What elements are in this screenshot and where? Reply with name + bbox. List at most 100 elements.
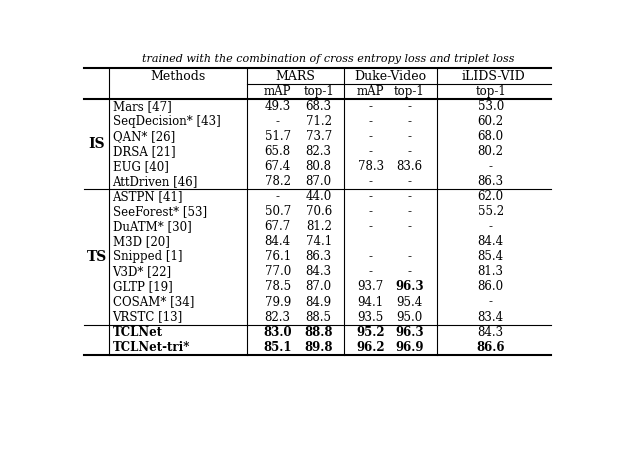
Text: 84.3: 84.3 xyxy=(306,265,332,279)
Text: 53.0: 53.0 xyxy=(477,100,504,114)
Text: 93.7: 93.7 xyxy=(358,280,384,293)
Text: -: - xyxy=(369,205,372,219)
Text: IS: IS xyxy=(89,137,106,151)
Text: V3D* [22]: V3D* [22] xyxy=(113,265,172,279)
Text: 50.7: 50.7 xyxy=(264,205,291,219)
Text: 68.3: 68.3 xyxy=(306,100,332,114)
Text: -: - xyxy=(369,175,372,188)
Text: -: - xyxy=(276,115,280,128)
Text: 96.3: 96.3 xyxy=(395,325,424,339)
Text: -: - xyxy=(369,145,372,158)
Text: AttDriven [46]: AttDriven [46] xyxy=(113,175,198,188)
Text: 86.0: 86.0 xyxy=(477,280,504,293)
Text: 95.0: 95.0 xyxy=(396,310,422,324)
Text: 89.8: 89.8 xyxy=(305,341,333,353)
Text: ASTPN [41]: ASTPN [41] xyxy=(113,191,183,203)
Text: -: - xyxy=(408,220,412,234)
Text: GLTP [19]: GLTP [19] xyxy=(113,280,172,293)
Text: 71.2: 71.2 xyxy=(306,115,332,128)
Text: trained with the combination of cross entropy loss and triplet loss: trained with the combination of cross en… xyxy=(141,54,515,64)
Text: -: - xyxy=(369,265,372,279)
Text: 74.1: 74.1 xyxy=(306,236,332,248)
Text: 87.0: 87.0 xyxy=(306,175,332,188)
Text: 65.8: 65.8 xyxy=(264,145,291,158)
Text: 79.9: 79.9 xyxy=(264,296,291,308)
Text: 67.4: 67.4 xyxy=(264,160,291,174)
Text: top-1: top-1 xyxy=(476,85,506,98)
Text: 84.3: 84.3 xyxy=(477,325,504,339)
Text: 78.5: 78.5 xyxy=(264,280,291,293)
Text: -: - xyxy=(369,100,372,114)
Text: 78.3: 78.3 xyxy=(358,160,384,174)
Text: 93.5: 93.5 xyxy=(358,310,384,324)
Text: 86.6: 86.6 xyxy=(477,341,505,353)
Text: MARS: MARS xyxy=(275,70,315,82)
Text: VRSTC [13]: VRSTC [13] xyxy=(113,310,183,324)
Text: mAP: mAP xyxy=(357,85,385,98)
Text: COSAM* [34]: COSAM* [34] xyxy=(113,296,194,308)
Text: 81.2: 81.2 xyxy=(306,220,332,234)
Text: TCLNet: TCLNet xyxy=(113,325,163,339)
Text: 62.0: 62.0 xyxy=(477,191,504,203)
Text: 80.8: 80.8 xyxy=(306,160,332,174)
Text: top-1: top-1 xyxy=(303,85,334,98)
Text: -: - xyxy=(369,251,372,263)
Text: -: - xyxy=(408,100,412,114)
Text: 87.0: 87.0 xyxy=(306,280,332,293)
Text: SeqDecision* [43]: SeqDecision* [43] xyxy=(113,115,220,128)
Text: SeeForest* [53]: SeeForest* [53] xyxy=(113,205,207,219)
Text: -: - xyxy=(408,191,412,203)
Text: 85.4: 85.4 xyxy=(477,251,504,263)
Text: 95.4: 95.4 xyxy=(396,296,422,308)
Text: 80.2: 80.2 xyxy=(477,145,504,158)
Text: 76.1: 76.1 xyxy=(264,251,291,263)
Text: DuATM* [30]: DuATM* [30] xyxy=(113,220,191,234)
Text: TCLNet-tri*: TCLNet-tri* xyxy=(113,341,190,353)
Text: 77.0: 77.0 xyxy=(264,265,291,279)
Text: mAP: mAP xyxy=(264,85,291,98)
Text: 49.3: 49.3 xyxy=(264,100,291,114)
Text: 70.6: 70.6 xyxy=(305,205,332,219)
Text: 82.3: 82.3 xyxy=(264,310,291,324)
Text: iLIDS-VID: iLIDS-VID xyxy=(462,70,525,82)
Text: -: - xyxy=(408,251,412,263)
Text: -: - xyxy=(276,191,280,203)
Text: -: - xyxy=(369,191,372,203)
Text: -: - xyxy=(408,115,412,128)
Text: -: - xyxy=(408,145,412,158)
Text: 60.2: 60.2 xyxy=(477,115,504,128)
Text: 55.2: 55.2 xyxy=(477,205,504,219)
Text: Methods: Methods xyxy=(150,70,205,82)
Text: 86.3: 86.3 xyxy=(477,175,504,188)
Text: 67.7: 67.7 xyxy=(264,220,291,234)
Text: 95.2: 95.2 xyxy=(356,325,385,339)
Text: 83.4: 83.4 xyxy=(477,310,504,324)
Text: -: - xyxy=(369,115,372,128)
Text: 85.1: 85.1 xyxy=(264,341,292,353)
Text: 73.7: 73.7 xyxy=(305,131,332,143)
Text: 51.7: 51.7 xyxy=(264,131,291,143)
Text: 94.1: 94.1 xyxy=(358,296,384,308)
Text: Snipped [1]: Snipped [1] xyxy=(113,251,182,263)
Text: 88.8: 88.8 xyxy=(305,325,333,339)
Text: 83.6: 83.6 xyxy=(396,160,422,174)
Text: -: - xyxy=(408,205,412,219)
Text: 96.3: 96.3 xyxy=(395,280,424,293)
Text: 84.4: 84.4 xyxy=(477,236,504,248)
Text: 83.0: 83.0 xyxy=(263,325,292,339)
Text: Mars [47]: Mars [47] xyxy=(113,100,172,114)
Text: -: - xyxy=(369,131,372,143)
Text: 81.3: 81.3 xyxy=(477,265,504,279)
Text: -: - xyxy=(408,131,412,143)
Text: EUG [40]: EUG [40] xyxy=(113,160,168,174)
Text: -: - xyxy=(489,296,493,308)
Text: M3D [20]: M3D [20] xyxy=(113,236,170,248)
Text: -: - xyxy=(489,220,493,234)
Text: -: - xyxy=(408,265,412,279)
Text: 96.9: 96.9 xyxy=(395,341,424,353)
Text: 84.4: 84.4 xyxy=(264,236,291,248)
Text: 44.0: 44.0 xyxy=(305,191,332,203)
Text: 68.0: 68.0 xyxy=(477,131,504,143)
Text: -: - xyxy=(369,220,372,234)
Text: 86.3: 86.3 xyxy=(306,251,332,263)
